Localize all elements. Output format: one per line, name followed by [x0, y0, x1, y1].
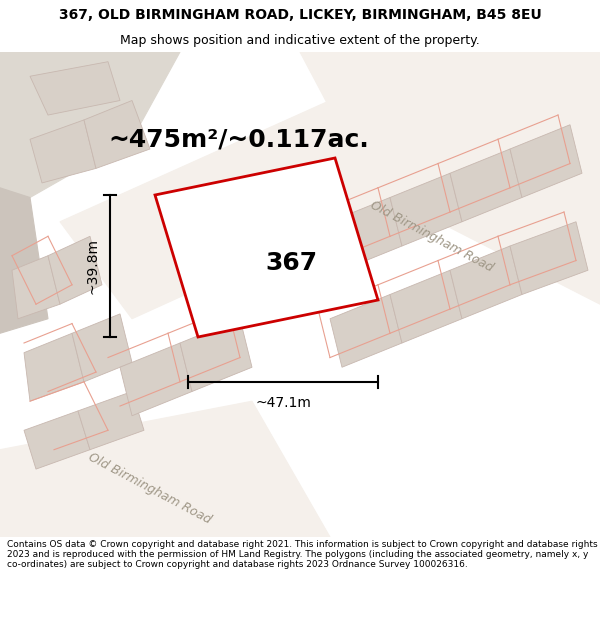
- Polygon shape: [390, 270, 462, 343]
- Polygon shape: [48, 236, 102, 304]
- Polygon shape: [72, 314, 132, 382]
- Text: ~475m²/~0.117ac.: ~475m²/~0.117ac.: [108, 127, 369, 151]
- Text: ~39.8m: ~39.8m: [86, 238, 100, 294]
- Polygon shape: [60, 101, 420, 319]
- Text: Map shows position and indicative extent of the property.: Map shows position and indicative extent…: [120, 34, 480, 47]
- Polygon shape: [30, 62, 120, 115]
- Text: 367: 367: [265, 251, 317, 274]
- Polygon shape: [450, 149, 522, 222]
- Polygon shape: [120, 343, 192, 416]
- Polygon shape: [300, 52, 600, 304]
- Polygon shape: [78, 391, 144, 450]
- Polygon shape: [24, 411, 90, 469]
- Polygon shape: [12, 256, 60, 319]
- Text: Old Birmingham Road: Old Birmingham Road: [368, 198, 496, 274]
- Polygon shape: [510, 125, 582, 198]
- Polygon shape: [0, 188, 48, 333]
- Text: 367, OLD BIRMINGHAM ROAD, LICKEY, BIRMINGHAM, B45 8EU: 367, OLD BIRMINGHAM ROAD, LICKEY, BIRMIN…: [59, 8, 541, 21]
- Polygon shape: [0, 401, 330, 537]
- Polygon shape: [180, 319, 252, 391]
- Polygon shape: [390, 173, 462, 246]
- Polygon shape: [24, 333, 84, 401]
- Text: Contains OS data © Crown copyright and database right 2021. This information is : Contains OS data © Crown copyright and d…: [7, 539, 598, 569]
- Polygon shape: [330, 294, 402, 368]
- Polygon shape: [450, 246, 522, 319]
- Polygon shape: [330, 198, 402, 270]
- Text: ~47.1m: ~47.1m: [255, 396, 311, 410]
- Polygon shape: [510, 222, 588, 294]
- Polygon shape: [0, 52, 180, 198]
- Polygon shape: [84, 101, 150, 168]
- Text: Old Birmingham Road: Old Birmingham Road: [86, 451, 214, 526]
- Polygon shape: [155, 158, 378, 337]
- Polygon shape: [30, 120, 96, 183]
